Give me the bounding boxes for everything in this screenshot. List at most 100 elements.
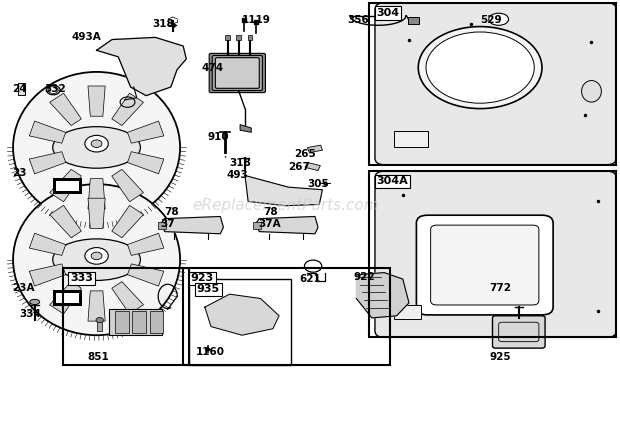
Text: 529: 529	[480, 15, 502, 25]
Bar	[183, 268, 391, 365]
Bar	[115, 311, 129, 333]
Polygon shape	[50, 93, 81, 126]
Bar	[53, 290, 82, 307]
Polygon shape	[245, 175, 322, 206]
Bar	[109, 309, 162, 335]
Text: 37A: 37A	[259, 219, 281, 229]
Polygon shape	[50, 205, 81, 238]
Polygon shape	[128, 121, 164, 143]
FancyBboxPatch shape	[375, 171, 616, 337]
Text: 923: 923	[190, 274, 214, 284]
Text: 922: 922	[353, 272, 375, 282]
Text: 24: 24	[12, 84, 27, 94]
Bar	[369, 171, 616, 337]
Ellipse shape	[91, 252, 102, 260]
Text: 474: 474	[202, 63, 224, 73]
Polygon shape	[97, 37, 186, 96]
Ellipse shape	[53, 239, 140, 281]
Bar	[133, 311, 146, 333]
Polygon shape	[112, 281, 143, 314]
Text: 305: 305	[307, 179, 329, 189]
Polygon shape	[240, 125, 251, 132]
Bar	[159, 222, 166, 229]
Text: 37: 37	[161, 219, 175, 229]
Text: 318: 318	[153, 19, 174, 29]
Text: 925: 925	[489, 352, 511, 362]
Polygon shape	[50, 281, 81, 314]
FancyBboxPatch shape	[209, 53, 265, 93]
Polygon shape	[128, 264, 164, 286]
Ellipse shape	[582, 81, 601, 102]
Text: 1160: 1160	[195, 347, 224, 358]
Bar	[305, 162, 321, 171]
FancyBboxPatch shape	[417, 215, 553, 315]
Ellipse shape	[30, 299, 40, 304]
Polygon shape	[88, 86, 105, 116]
Text: 334: 334	[19, 309, 41, 319]
Polygon shape	[162, 216, 223, 234]
Ellipse shape	[489, 13, 508, 25]
Polygon shape	[88, 179, 105, 209]
Bar	[56, 181, 79, 191]
Polygon shape	[112, 93, 143, 126]
Ellipse shape	[46, 85, 60, 95]
Bar	[189, 279, 291, 365]
Ellipse shape	[426, 32, 534, 103]
Polygon shape	[50, 169, 81, 202]
FancyBboxPatch shape	[492, 316, 545, 348]
Text: 1119: 1119	[242, 15, 271, 25]
Polygon shape	[29, 233, 66, 255]
Ellipse shape	[482, 10, 515, 28]
Polygon shape	[256, 216, 318, 234]
Bar	[253, 222, 260, 229]
Ellipse shape	[13, 72, 180, 223]
Polygon shape	[29, 152, 66, 174]
Bar	[236, 35, 241, 39]
Polygon shape	[205, 294, 279, 335]
Polygon shape	[29, 121, 66, 143]
Polygon shape	[128, 152, 164, 174]
Polygon shape	[88, 291, 105, 321]
Ellipse shape	[91, 140, 102, 148]
Bar	[369, 3, 616, 165]
Bar	[150, 311, 164, 333]
Bar	[97, 321, 102, 331]
FancyBboxPatch shape	[431, 225, 539, 305]
Bar	[53, 178, 82, 194]
Ellipse shape	[13, 184, 180, 335]
Bar	[225, 35, 230, 39]
Bar	[394, 305, 422, 319]
Polygon shape	[356, 273, 409, 318]
Text: eReplacementParts.com: eReplacementParts.com	[192, 198, 379, 213]
Bar	[56, 293, 79, 304]
Text: 910: 910	[208, 132, 229, 142]
Text: 304A: 304A	[376, 176, 408, 186]
Text: 356: 356	[347, 15, 369, 25]
Circle shape	[48, 87, 58, 94]
Ellipse shape	[85, 248, 108, 264]
Text: 23A: 23A	[12, 283, 34, 293]
Text: 332: 332	[44, 84, 66, 94]
Text: 304: 304	[376, 8, 399, 18]
Polygon shape	[88, 198, 105, 229]
Bar	[63, 268, 189, 365]
Polygon shape	[112, 205, 143, 238]
Text: 318: 318	[229, 158, 251, 168]
Polygon shape	[112, 169, 143, 202]
FancyBboxPatch shape	[375, 3, 616, 165]
Text: 935: 935	[197, 284, 220, 294]
Ellipse shape	[418, 26, 542, 109]
Text: 493: 493	[226, 171, 248, 181]
Ellipse shape	[53, 127, 140, 168]
Text: 333: 333	[70, 274, 93, 284]
Text: 772: 772	[489, 283, 511, 293]
Bar	[18, 83, 25, 95]
Text: 23: 23	[12, 168, 26, 178]
Text: 78: 78	[264, 207, 278, 217]
Ellipse shape	[85, 136, 108, 152]
Text: 621: 621	[299, 274, 321, 284]
Bar	[308, 145, 322, 152]
Text: 78: 78	[165, 207, 179, 217]
Bar	[408, 17, 419, 24]
Circle shape	[96, 317, 104, 323]
